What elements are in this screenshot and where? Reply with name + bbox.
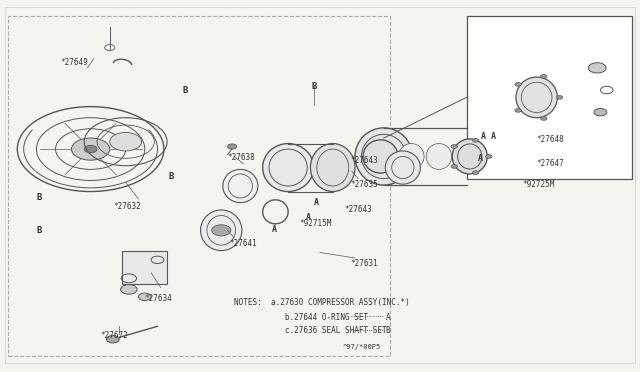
- Circle shape: [515, 83, 522, 86]
- Text: A A: A A: [481, 132, 495, 141]
- Circle shape: [472, 171, 479, 174]
- Text: A: A: [272, 225, 277, 234]
- Text: B: B: [36, 193, 42, 202]
- Text: *27643: *27643: [344, 205, 372, 215]
- Circle shape: [541, 116, 547, 120]
- Text: *27641: *27641: [230, 239, 257, 248]
- Ellipse shape: [454, 144, 479, 169]
- Ellipse shape: [200, 210, 242, 251]
- Text: c.27636 SEAL SHAFT SET: c.27636 SEAL SHAFT SET: [234, 326, 387, 335]
- Ellipse shape: [385, 151, 420, 184]
- Circle shape: [451, 145, 458, 148]
- Text: *27634: *27634: [145, 294, 173, 303]
- Ellipse shape: [516, 77, 557, 118]
- Text: *92715M: *92715M: [300, 219, 332, 228]
- Text: *27632: *27632: [113, 202, 141, 211]
- Text: B: B: [36, 226, 42, 235]
- Circle shape: [84, 145, 97, 153]
- Text: *92725M: *92725M: [523, 180, 555, 189]
- Text: NOTES:  a.27630 COMPRESSOR ASSY(INC.*): NOTES: a.27630 COMPRESSOR ASSY(INC.*): [234, 298, 410, 307]
- Ellipse shape: [223, 169, 258, 203]
- Text: *27672: *27672: [100, 331, 128, 340]
- Text: *27638: *27638: [228, 153, 255, 162]
- Text: A: A: [314, 198, 319, 207]
- Circle shape: [486, 155, 492, 158]
- Circle shape: [588, 62, 606, 73]
- Circle shape: [212, 225, 231, 236]
- Text: A: A: [306, 213, 311, 222]
- Text: *27647: *27647: [537, 159, 564, 169]
- Circle shape: [138, 293, 151, 301]
- Text: B: B: [183, 86, 188, 94]
- Circle shape: [109, 132, 141, 151]
- Text: *27635: *27635: [351, 180, 378, 189]
- Ellipse shape: [310, 144, 355, 192]
- Ellipse shape: [399, 144, 424, 169]
- Circle shape: [228, 144, 237, 149]
- Text: *27631: *27631: [351, 259, 378, 268]
- Ellipse shape: [426, 144, 452, 169]
- Circle shape: [594, 109, 607, 116]
- Ellipse shape: [262, 144, 314, 192]
- Circle shape: [120, 285, 137, 294]
- Text: ^97/*00P5: ^97/*00P5: [342, 344, 381, 350]
- Circle shape: [515, 109, 522, 112]
- Circle shape: [541, 74, 547, 78]
- Text: B: B: [312, 82, 317, 91]
- Circle shape: [72, 138, 109, 160]
- Ellipse shape: [355, 128, 412, 185]
- Text: *27648: *27648: [537, 135, 564, 144]
- Circle shape: [451, 164, 458, 168]
- Circle shape: [106, 336, 119, 343]
- Ellipse shape: [371, 144, 396, 169]
- Text: b.27644 O-RING SET: b.27644 O-RING SET: [234, 312, 368, 321]
- Bar: [467, 16, 632, 179]
- Text: B: B: [386, 326, 390, 335]
- Bar: [8, 16, 390, 356]
- Bar: [122, 251, 167, 284]
- Text: *27649: *27649: [61, 58, 88, 67]
- Circle shape: [556, 96, 563, 99]
- Text: B: B: [168, 172, 173, 181]
- Ellipse shape: [363, 140, 398, 173]
- Text: A: A: [478, 154, 483, 163]
- Circle shape: [472, 138, 479, 142]
- Text: A: A: [386, 312, 390, 321]
- Text: *27643: *27643: [351, 155, 378, 165]
- Ellipse shape: [452, 139, 487, 174]
